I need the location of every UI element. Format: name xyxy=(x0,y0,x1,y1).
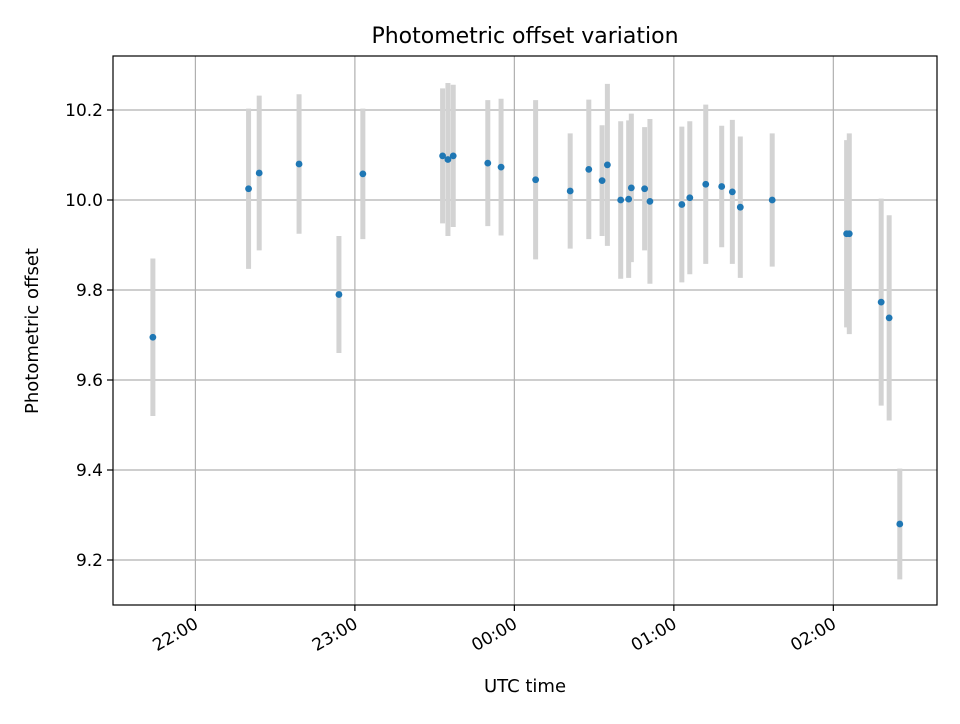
data-point xyxy=(335,291,343,298)
data-point xyxy=(255,169,263,177)
data-point xyxy=(728,188,736,196)
data-point xyxy=(532,176,540,184)
data-point xyxy=(604,161,611,169)
data-point xyxy=(598,177,606,185)
data-point xyxy=(845,230,853,238)
data-point xyxy=(245,185,252,193)
data-point xyxy=(444,156,452,163)
point-layer xyxy=(149,152,904,528)
chart-title: Photometric offset variation xyxy=(371,24,678,49)
data-point xyxy=(896,520,904,528)
plot-frame xyxy=(112,55,938,606)
y-axis-ticks: 9.2 9.4 9.6 9.8 10.0 10.2 xyxy=(65,101,113,571)
y-tick-label: 9.2 xyxy=(76,551,103,571)
y-axis-label: Photometric offset xyxy=(22,248,43,414)
data-point xyxy=(566,187,574,195)
data-point xyxy=(617,196,625,204)
data-point xyxy=(484,159,492,167)
data-point xyxy=(585,166,593,173)
data-point xyxy=(885,314,893,322)
data-point xyxy=(295,160,303,168)
x-axis-label: UTC time xyxy=(484,676,566,697)
data-point xyxy=(497,163,505,171)
y-tick-label: 9.6 xyxy=(76,371,103,391)
y-tick-label: 9.4 xyxy=(76,461,103,481)
data-point xyxy=(877,298,885,306)
data-point xyxy=(149,333,157,341)
data-point xyxy=(718,183,726,190)
data-point xyxy=(768,196,776,204)
data-point xyxy=(625,195,633,203)
data-point xyxy=(359,170,367,178)
data-point xyxy=(736,203,744,211)
data-point xyxy=(646,197,654,205)
y-tick-label: 10.2 xyxy=(65,101,103,121)
y-tick-label: 10.0 xyxy=(65,191,103,211)
data-point xyxy=(678,201,686,208)
data-point xyxy=(641,185,649,193)
data-point xyxy=(686,194,694,202)
data-point xyxy=(627,184,635,192)
y-tick-label: 9.8 xyxy=(76,281,103,301)
data-point xyxy=(449,152,457,160)
data-point xyxy=(439,152,446,160)
data-point xyxy=(702,180,710,188)
